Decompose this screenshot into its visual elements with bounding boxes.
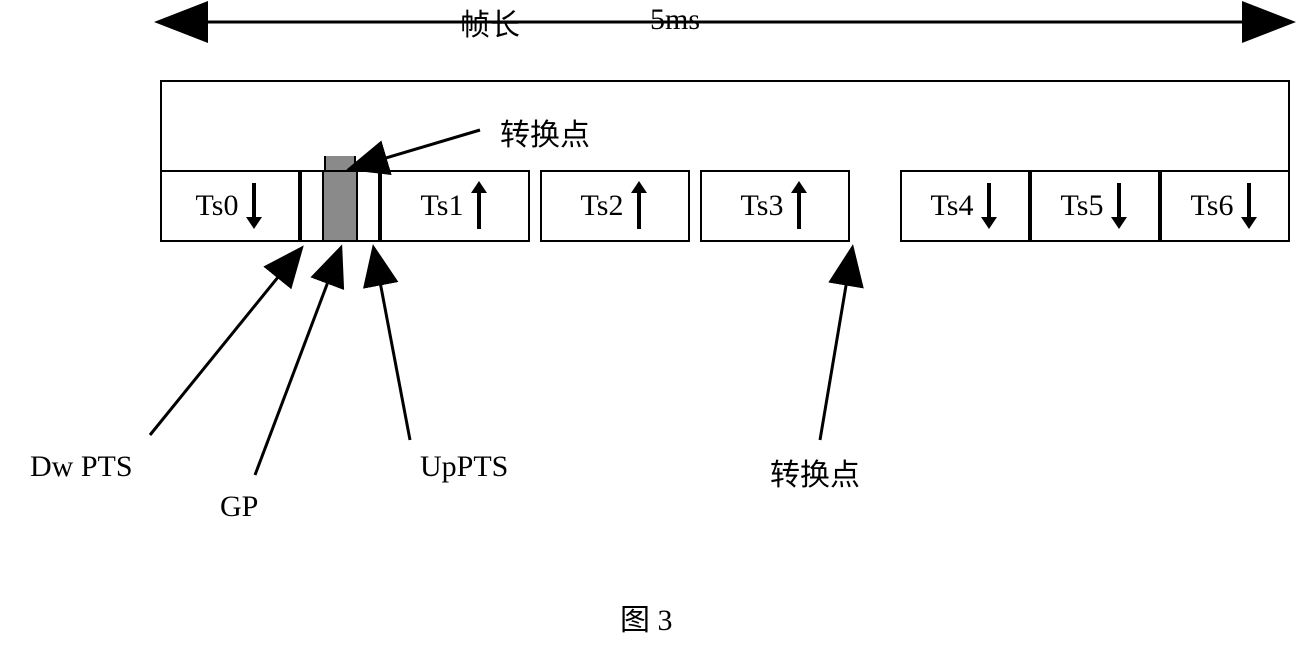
- gp-arrow: [255, 250, 340, 475]
- annotation-arrows: [0, 0, 1316, 655]
- switch-point-top-arrow: [352, 130, 480, 168]
- figure-caption: 图 3: [620, 595, 673, 639]
- uppts-arrow: [374, 250, 410, 440]
- dwpts-label: Dw PTS: [30, 450, 133, 484]
- switch-point-top-label: 转换点: [500, 110, 590, 154]
- dwpts-arrow: [150, 250, 300, 435]
- switch-point-bottom-arrow: [820, 250, 852, 440]
- uppts-label: UpPTS: [420, 450, 508, 484]
- switch-point-bottom-label: 转换点: [770, 450, 860, 494]
- diagram-canvas: 帧长 5ms Ts0Ts1Ts2Ts3Ts4Ts5Ts6 转换点 转换点 Dw …: [0, 0, 1316, 655]
- gp-label: GP: [220, 490, 258, 524]
